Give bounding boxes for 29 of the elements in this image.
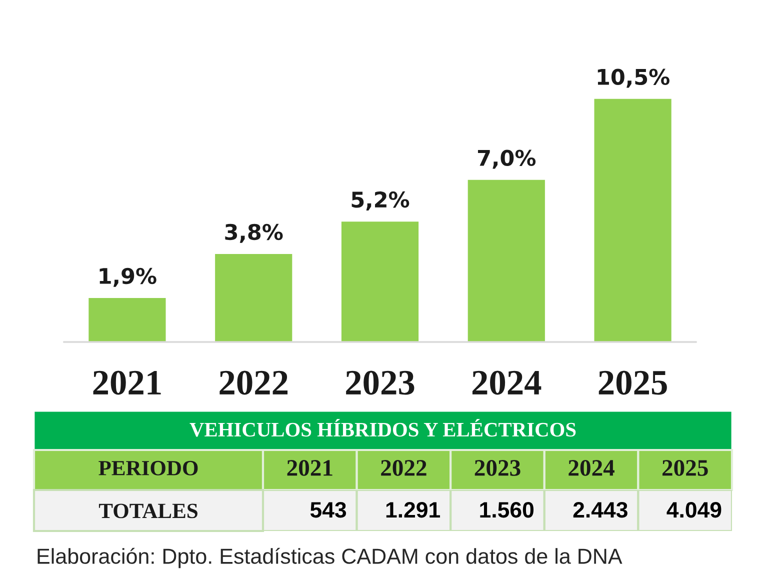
data-label: 5,2% [352,191,410,210]
x-tick-label: 2024 [568,460,614,476]
data-label: 7,0% [478,150,536,169]
data-label: 1.291 [386,502,440,518]
x-tick-label: 2023 [474,460,520,476]
x-axis-title: PERIODO [98,460,198,476]
x-tick-label: 2021 [287,460,332,476]
data-label: 543 [310,502,346,518]
x-tick-label: 2021 [93,370,161,395]
bar [215,254,292,342]
x-tick-label: 2024 [472,370,542,395]
y-tick-label: TOTALES [98,504,198,518]
data-label: 3,8% [225,224,283,243]
x-tick-label: 2022 [220,370,288,395]
data-label: 4.049 [666,502,722,518]
bar [594,98,672,342]
annotation: Elaboración: Dpto. Estadísticas CADAM con datos de la DNA [38,548,622,568]
x-tick-label: 2022 [381,460,426,476]
data-label: 1,9% [100,268,156,287]
data-label: 2.443 [573,502,628,518]
x-tick-label: 2023 [346,370,414,395]
bar [341,222,419,342]
x-tick-label: 2025 [598,370,667,395]
bar [88,298,166,342]
chart-title: VEHICULOS HÍBRIDOS Y ELÉCTRICOS [190,418,576,437]
data-label: 1.560 [480,502,534,518]
x-tick-label: 2025 [662,460,708,476]
bar [468,180,545,342]
data-label: 10,5% [598,68,670,88]
